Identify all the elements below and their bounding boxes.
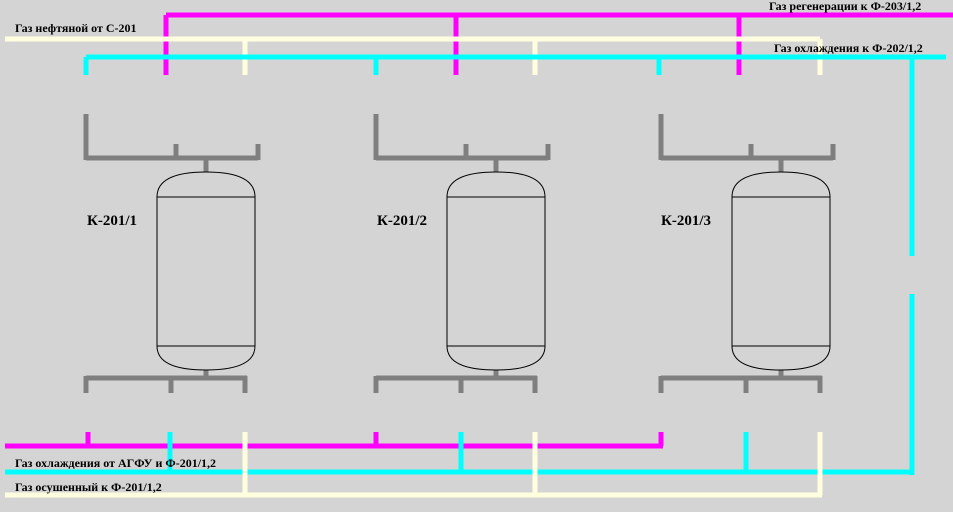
vessel-k201-3 [731,171,831,371]
dried-gas-label: Газ осушенный к Ф-201/1,2 [15,480,162,494]
cooling-inlet-label: Газ охлаждения от АГФУ и Ф-201/1,2 [15,456,216,470]
cooling-outlet-pipe [83,54,946,475]
regeneration-inlet-pipe [5,432,664,449]
cooling-outlet-label: Газ охлаждения к Ф-202/1,2 [774,41,923,55]
top-manifolds [83,114,836,172]
cooling-inlet-pipe [5,432,914,475]
vessel-label-1: К-201/1 [87,213,137,229]
regeneration-outlet-pipe [163,12,953,75]
vessel-label-3: К-201/3 [661,213,711,229]
vessel-k201-2 [446,171,546,371]
bottom-manifolds [83,370,823,393]
regen-outlet-label: Газ регенерации к Ф-203/1,2 [769,0,921,13]
vessel-label-2: К-201/2 [377,213,427,229]
vessel-k201-1 [156,171,256,371]
oil-gas-inlet-label: Газ нефтяной от С-201 [15,21,137,35]
dried-gas-outlet-pipe [5,432,823,498]
